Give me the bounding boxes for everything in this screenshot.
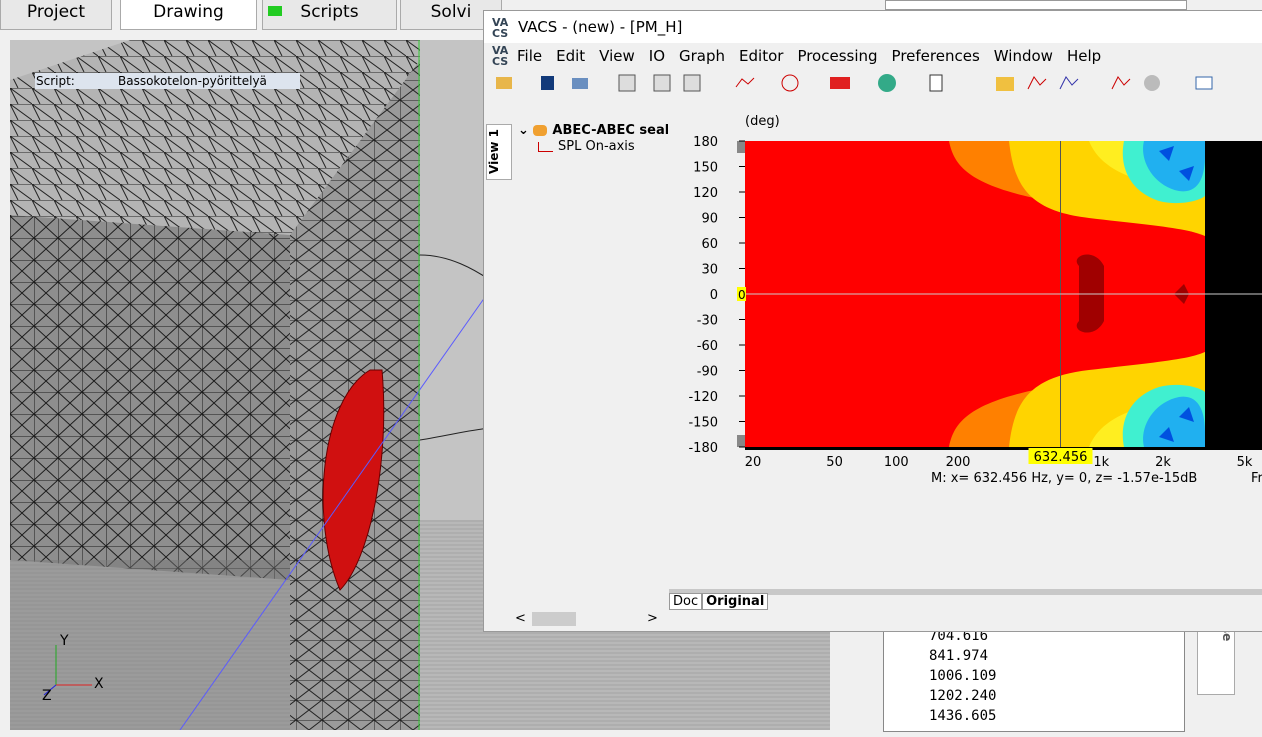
y-tick-label: -90 <box>697 365 718 380</box>
x-tick-label: 5k <box>1237 455 1253 470</box>
vacs-window: VA CS VACS - (new) - [PM_H] VA CS File Edit Vi… <box>483 10 1262 632</box>
cursor-x-bg <box>1028 448 1093 464</box>
list-row: 1202.240 <box>929 688 997 704</box>
x-tick-label: 50 <box>826 455 843 470</box>
y-tick-label: 30 <box>701 263 718 278</box>
contour-plot: (deg) 180 150 120 90 60 30 0 -30 -60 -90 -120 -150 -… <box>688 114 1262 486</box>
window-title: VACS - (new) - [PM_H] <box>518 18 683 36</box>
list-row: 1006.109 <box>929 668 997 684</box>
axis-label: Z <box>42 688 52 704</box>
x-tick-label: 200 <box>946 455 971 470</box>
y-tick-label: 180 <box>693 135 718 150</box>
y-unit: (deg) <box>745 114 780 129</box>
y-tick-label: -150 <box>688 416 718 431</box>
list-row: 1436.605 <box>929 708 997 724</box>
title-bar: VA CS VACS - (new) - [PM_H] <box>484 11 1262 43</box>
panel <box>885 0 1187 10</box>
list-row: 841.974 <box>929 648 989 664</box>
menu-bar: VA CS File Edit View IO Graph Editor Processing P… <box>492 44 1102 68</box>
tab[interactable]: Drawing <box>120 0 257 30</box>
y-tick-label: 120 <box>693 186 718 201</box>
script-label: Script: <box>36 74 75 88</box>
cursor-y-bg <box>737 287 746 301</box>
menu-item[interactable]: Processing <box>797 47 878 65</box>
cursor-y-label: 0 <box>738 288 746 302</box>
y-tick-label: -60 <box>697 339 718 354</box>
contour-map <box>737 141 1262 450</box>
x-tick-label: 100 <box>884 455 909 470</box>
tab[interactable]: Original <box>702 593 769 610</box>
y-tick-label: 150 <box>693 161 718 176</box>
tree-icon <box>538 141 553 152</box>
axis-label: X <box>94 676 104 692</box>
side-tab[interactable]: se <box>1197 620 1235 695</box>
menu-item[interactable]: Graph <box>679 47 726 65</box>
tab[interactable]: Doc <box>669 593 703 610</box>
icon <box>268 6 282 16</box>
x-tick-label: 1k <box>1093 455 1109 470</box>
x-tick-label: 20 <box>745 455 762 470</box>
tab[interactable]: Scripts <box>262 0 397 30</box>
list-box: 704.616 841.974 1006.109 1202.240 1436.605 <box>883 622 1185 732</box>
view-tab[interactable]: View 1 <box>486 124 512 180</box>
list-row: 704.616 <box>929 628 989 644</box>
menu-item[interactable]: Preferences <box>891 47 980 65</box>
y-tick-label: 0 <box>710 288 718 303</box>
x-tick-label: 2k <box>1155 455 1171 470</box>
toolbar <box>496 74 1213 92</box>
menu-item[interactable]: File <box>517 47 543 65</box>
bottom-tabs: Doc Original <box>669 593 769 610</box>
cursor-x-label: 632.456 <box>1034 450 1088 465</box>
tree-root-label: ABEC-ABEC seal <box>552 123 668 138</box>
status: Fr <box>1251 471 1262 486</box>
menu-item[interactable]: IO <box>648 47 666 65</box>
menu-item[interactable]: View <box>599 47 635 65</box>
tree: ⌄ ABEC-ABEC seal SPL On-axisPM_HPM_VPM_S… <box>518 123 668 155</box>
tab-label: Scripts <box>300 2 359 22</box>
y-tick-label: -180 <box>688 441 718 456</box>
status: M: x= 632.456 Hz, y= 0, z= -1.57e-15dB <box>931 471 1197 486</box>
h-scrollbar[interactable]: < > <box>515 611 658 626</box>
menu-item[interactable]: Edit <box>556 47 586 65</box>
axis-label: Y <box>59 633 69 649</box>
tab[interactable]: Project <box>0 0 112 30</box>
y-tick-label: -120 <box>688 390 718 405</box>
tree-item[interactable]: SPL On-axis <box>538 139 668 155</box>
y-tick-label: -30 <box>697 314 718 329</box>
y-tick-label: 60 <box>701 237 718 252</box>
scrollbar[interactable] <box>669 589 1262 595</box>
tree-root[interactable]: ⌄ ABEC-ABEC seal <box>518 123 668 138</box>
menu-item[interactable]: Editor <box>739 47 784 65</box>
tree-label: SPL On-axis <box>558 139 635 154</box>
script-name: Bassokotelon-pyörittelyä <box>118 74 267 88</box>
y-tick-label: 90 <box>701 212 718 227</box>
menu-item[interactable]: Help <box>1066 47 1102 65</box>
menu-item[interactable]: Window <box>993 47 1053 65</box>
